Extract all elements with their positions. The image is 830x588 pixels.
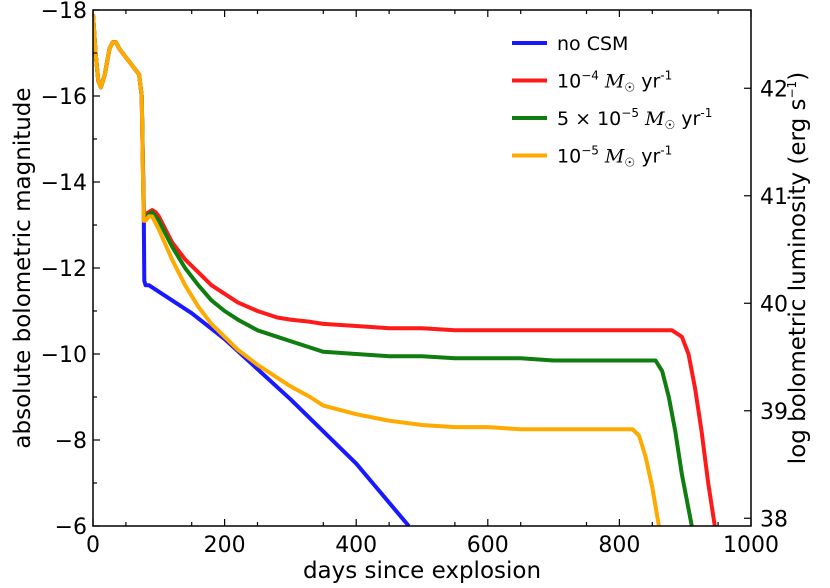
y-tick-label: −18 bbox=[41, 0, 87, 24]
y2-tick-label: 42 bbox=[760, 77, 788, 102]
y-tick-label: −10 bbox=[41, 343, 87, 368]
legend-label-2: 5 × 10−5 M☉ yr-1 bbox=[557, 106, 712, 132]
x-tick-label: 0 bbox=[86, 533, 100, 558]
y-tick-label: −14 bbox=[41, 171, 87, 196]
legend-label-3: 10−5 M☉ yr-1 bbox=[557, 144, 672, 170]
series-line-3 bbox=[93, 14, 661, 526]
y2-tick-label: 38 bbox=[760, 507, 788, 532]
y-axis-label: absolute bolometric magnitude bbox=[10, 87, 36, 448]
y-tick-label: −12 bbox=[41, 257, 87, 282]
legend: no CSM 10−4 M☉ yr-1 5 × 10−5 M☉ yr-1 10−5 M… bbox=[512, 33, 712, 170]
tick-layer: 0 200 400 600 800 1000 −6 −8 −10 −12 −14 −16 −18 38 39… bbox=[41, 0, 788, 558]
y-tick-label: −6 bbox=[55, 515, 87, 540]
plot-frame bbox=[92, 9, 752, 527]
y2-axis-label-exponent: −1 bbox=[785, 81, 799, 99]
y2-tick-label: 41 bbox=[760, 185, 788, 210]
x-tick-label: 600 bbox=[467, 533, 509, 558]
series-layer bbox=[93, 14, 717, 526]
x-tick-label: 200 bbox=[204, 533, 246, 558]
x-tick-label: 400 bbox=[335, 533, 377, 558]
y-tick-label: −16 bbox=[41, 85, 87, 110]
y2-axis-label: log bolometric luminosity (erg s−1) bbox=[785, 72, 811, 464]
y2-tick-label: 39 bbox=[760, 400, 788, 425]
y2-tick-label: 40 bbox=[760, 292, 788, 317]
legend-label-0: no CSM bbox=[557, 33, 628, 55]
x-axis-label: days since explosion bbox=[303, 558, 541, 584]
y-tick-label: −8 bbox=[55, 429, 87, 454]
legend-label-1: 10−4 M☉ yr-1 bbox=[557, 69, 672, 95]
x-tick-label: 1000 bbox=[723, 533, 779, 558]
x-tick-label: 800 bbox=[598, 533, 640, 558]
